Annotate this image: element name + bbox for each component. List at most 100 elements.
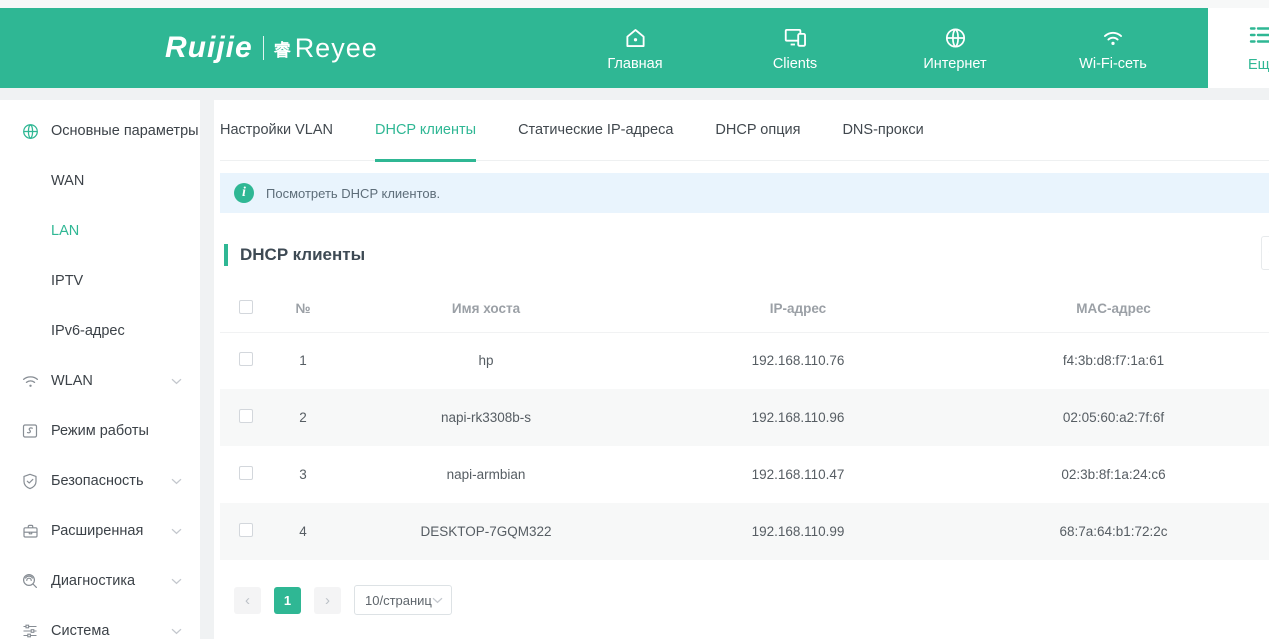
internet-icon [942,25,969,51]
tab-vlan-settings[interactable]: Настройки VLAN [220,100,333,161]
sidebar-item-label: WLAN [51,373,93,389]
nav-more-label: Ещё [1248,57,1269,73]
select-all-checkbox[interactable] [239,300,253,315]
cell-ip: 192.168.110.47 [751,467,845,482]
tab-label: DNS-прокси [842,122,924,138]
tab-dhcp-option[interactable]: DHCP опция [715,100,800,161]
cell-num: 1 [299,353,307,369]
main-panel: Настройки VLAN DHCP клиенты Статические … [214,100,1269,639]
cell-mac: 68:7a:64:b1:72:2c [1059,524,1168,539]
sidebar-item-wlan[interactable]: WLAN [0,356,200,406]
logo-reyee: Reyee [294,32,378,63]
nav-internet[interactable]: Интернет [894,8,1016,88]
pagination: ‹ 1 › 10/страниц [234,585,1269,615]
table-header-row: № Имя хоста IP-адрес MAC-адрес [220,286,1269,333]
system-sliders-icon [22,623,39,639]
sidebar-item-label: LAN [51,223,80,239]
cell-mac: f4:3b:d8:f7:1a:61 [1062,353,1165,369]
top-strip [0,0,1269,8]
nav-clients[interactable]: Clients [734,8,856,88]
sidebar-item-iptv[interactable]: IPTV [0,256,200,306]
nav-wifi-label: Wi-Fi-сеть [1079,55,1147,72]
sidebar-item-diagnostics[interactable]: Диагностика [0,556,200,606]
tab-bar: Настройки VLAN DHCP клиенты Статические … [220,100,1269,162]
logo-cjk: 睿 [273,40,291,60]
dhcp-clients-table: № Имя хоста IP-адрес MAC-адрес 1 hp 192.… [220,286,1269,560]
nav-home[interactable]: Главная [574,8,696,88]
gutter [200,100,214,639]
nav-wifi[interactable]: Wi-Fi-сеть [1052,8,1174,88]
cell-ip: 192.168.110.99 [751,524,845,539]
accent-bar [224,244,228,266]
chevron-down-icon [432,597,443,603]
nav-more[interactable]: Ещё [1208,8,1269,88]
cell-num: 4 [299,524,307,539]
prev-page-button[interactable]: ‹ [234,586,261,614]
next-page-button[interactable]: › [314,586,341,614]
page-title: DHCP клиенты [240,245,366,264]
sidebar-item-label: Система [51,623,110,639]
tab-label: Настройки VLAN [220,122,334,138]
sidebar-item-ipv6[interactable]: IPv6-адрес [0,306,200,356]
wifi-icon [22,374,39,389]
cell-mac: 02:05:60:a2:7f:6f [1062,410,1165,425]
home-icon [622,25,649,51]
page-size-select[interactable]: 10/страниц [354,585,452,615]
cell-ip: 192.168.110.96 [751,410,845,425]
sidebar-item-system[interactable]: Система [0,606,200,639]
sidebar-item-label: WAN [51,173,85,189]
sidebar-item-lan[interactable]: LAN [0,206,200,256]
tab-dns-proxy[interactable]: DNS-прокси [842,100,923,161]
nav-clients-label: Clients [772,55,818,72]
clients-icon [782,25,809,51]
row-checkbox[interactable] [239,409,253,423]
tab-label: DHCP клиенты [375,122,477,138]
logo-divider [262,36,264,60]
col-header-host: Имя хоста [334,286,638,333]
sidebar-item-advanced[interactable]: Расширенная [0,506,200,556]
sidebar-item-wan[interactable]: WAN [0,156,200,206]
cell-mac: 02:3b:8f:1a:24:c6 [1061,467,1166,482]
tab-static-ip[interactable]: Статические IP-адреса [518,100,673,161]
wifi-icon [1099,25,1127,51]
nav-internet-label: Интернет [923,55,987,72]
banner-text: Посмотреть DHCP клиентов. [266,185,441,201]
table-row: 1 hp 192.168.110.76 f4:3b:d8:f7:1a:61 [220,332,1269,389]
chevron-down-icon [171,578,182,585]
nav-home-label: Главная [607,55,663,72]
brand-logo: Ruijie 睿 Reyee [165,8,378,88]
cell-host: hp [478,353,494,369]
header: Ruijie 睿 Reyee Главная Clients [0,8,1269,88]
chevron-down-icon [171,528,182,535]
col-header-ip: IP-адрес [638,286,958,333]
cell-host: DESKTOP-7GQM322 [420,524,552,539]
info-icon: i [234,183,254,203]
sidebar-item-security[interactable]: Безопасность [0,456,200,506]
sidebar-item-label: Безопасность [51,473,144,489]
table-row: 3 napi-armbian 192.168.110.47 02:3b:8f:1… [220,446,1269,503]
sidebar-item-basics[interactable]: Основные параметры [0,106,200,156]
cell-num: 3 [299,467,307,482]
row-checkbox[interactable] [239,352,253,367]
cell-num: 2 [299,410,307,425]
col-header-num: № [272,286,334,333]
briefcase-icon [22,523,39,539]
chevron-down-icon [171,478,182,485]
page-size-value: 10/страниц [365,592,432,608]
row-checkbox[interactable] [239,466,253,480]
section-header: DHCP клиенты [224,236,1269,270]
sidebar-item-work-mode[interactable]: Режим работы [0,406,200,456]
table-row: 2 napi-rk3308b-s 192.168.110.96 02:05:60… [220,389,1269,446]
info-banner: i Посмотреть DHCP клиентов. [220,173,1269,213]
tab-dhcp-clients[interactable]: DHCP клиенты [375,100,477,162]
chevron-down-icon [171,378,182,385]
cutoff-button[interactable] [1261,236,1269,270]
content: Основные параметры WAN LAN IPTV IPv6-адр… [0,100,1269,639]
table-row: 4 DESKTOP-7GQM322 192.168.110.99 68:7a:6… [220,503,1269,560]
work-mode-icon [22,423,39,439]
row-checkbox[interactable] [239,523,253,537]
more-icon [1248,23,1269,52]
sidebar-item-label: IPTV [51,273,84,289]
current-page-button[interactable]: 1 [274,586,301,614]
